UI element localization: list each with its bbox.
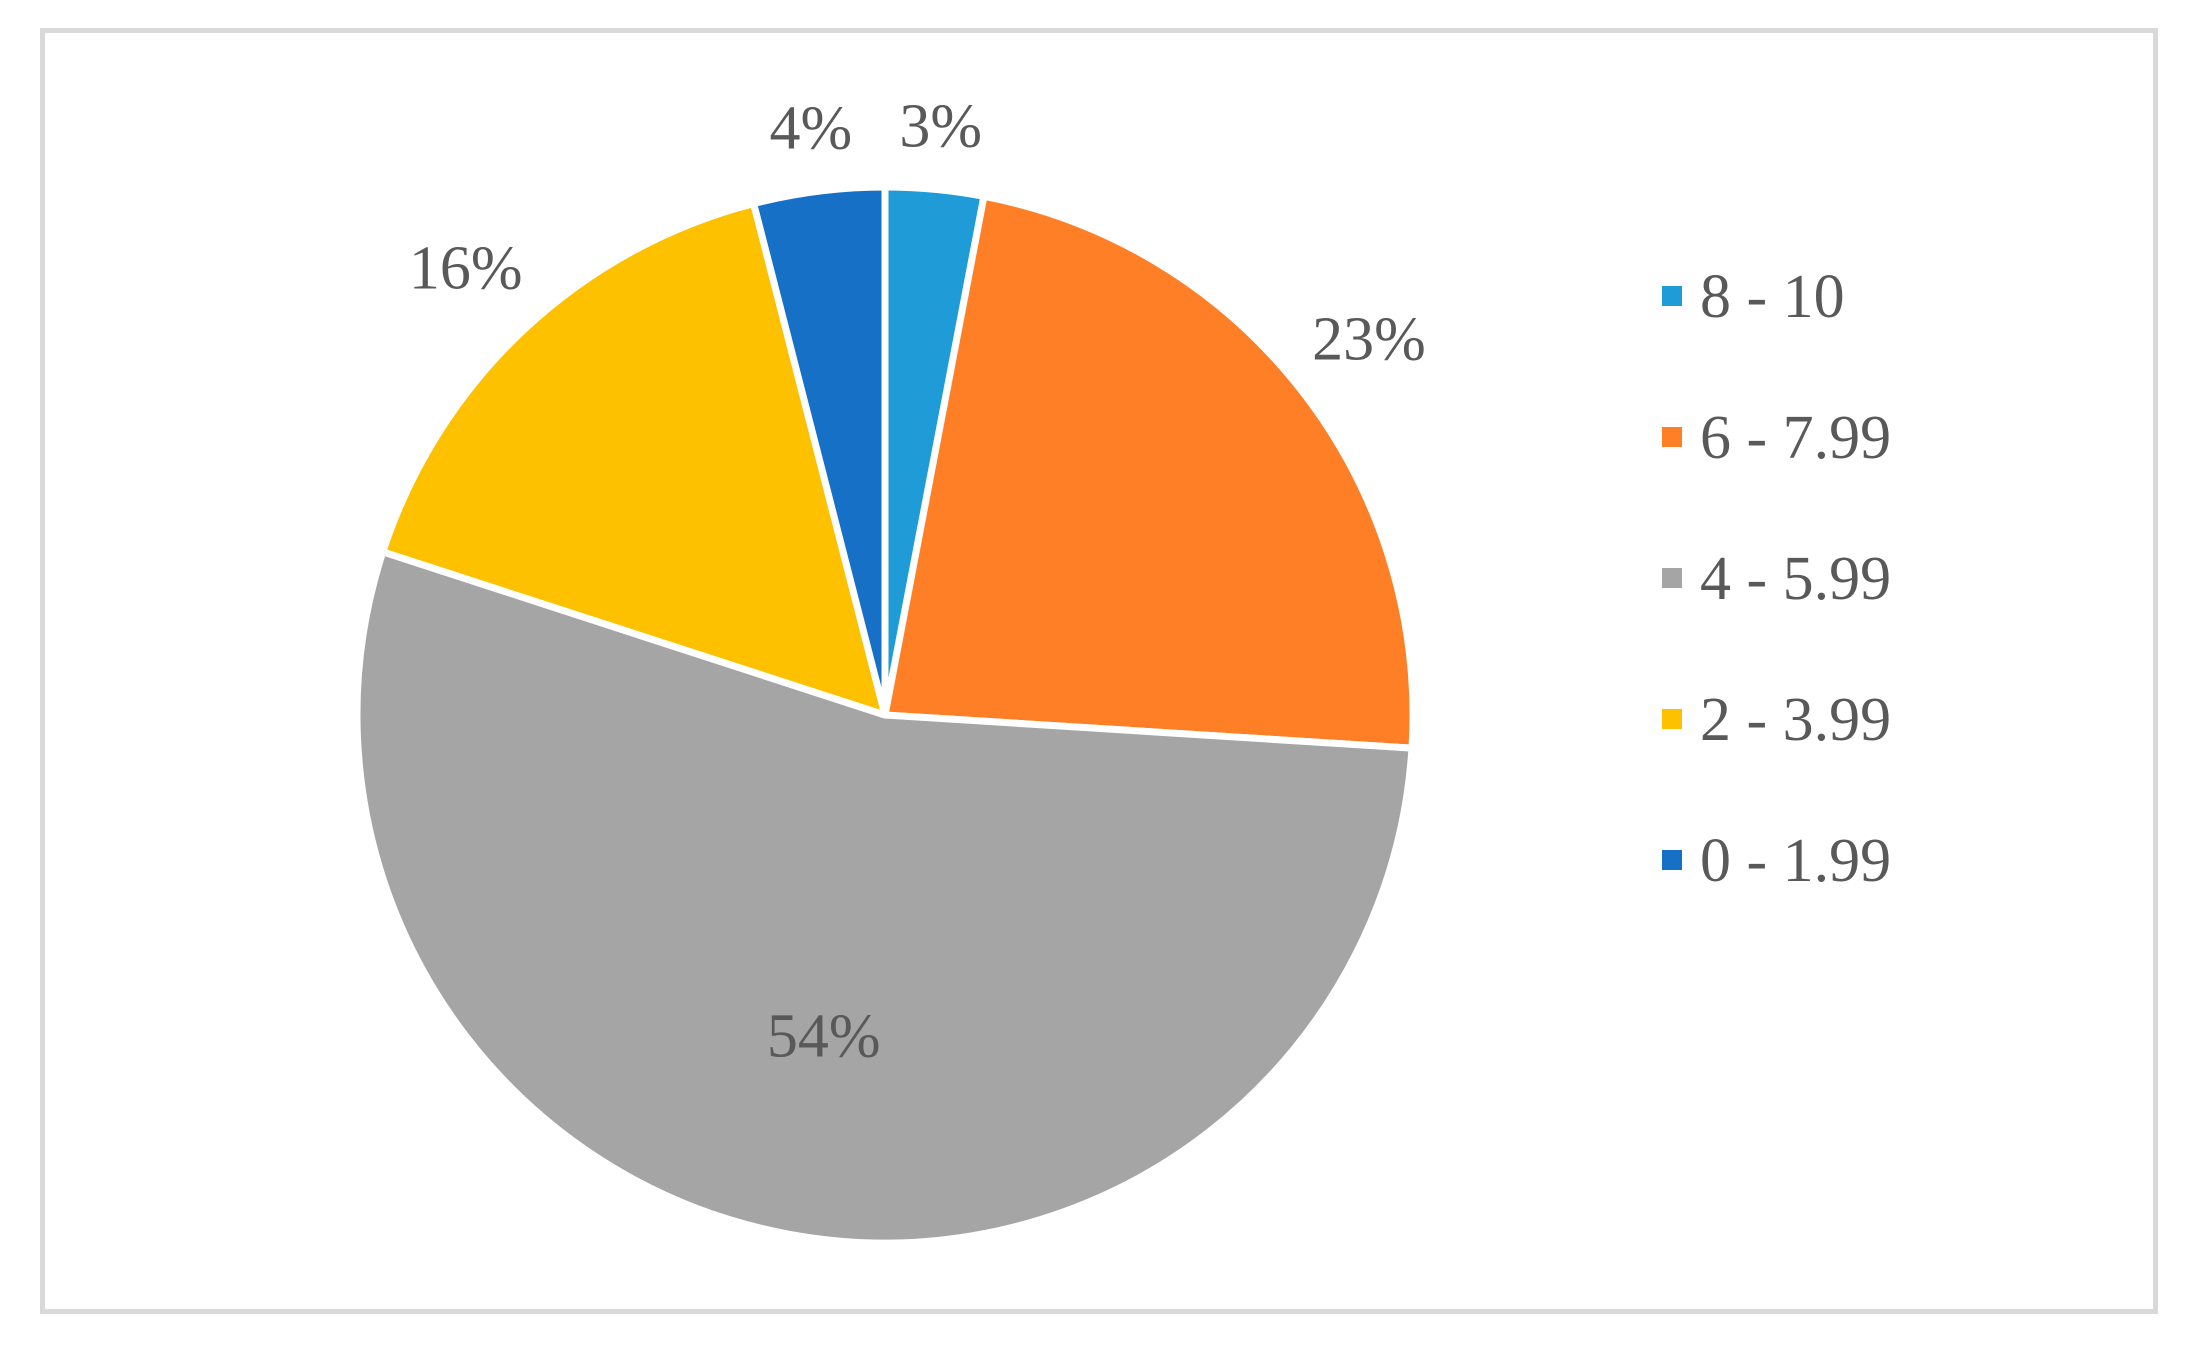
data-label: 23%: [1312, 306, 1426, 374]
legend-label: 0 - 1.99: [1700, 827, 1891, 895]
data-label: 4%: [770, 94, 853, 162]
data-label: 54%: [767, 1003, 881, 1071]
pie-slice-2-3-99: [379, 200, 889, 719]
legend-label: 4 - 5.99: [1700, 545, 1891, 613]
pie-slice-4-5-99: [353, 548, 1416, 1247]
legend-swatch: [1662, 850, 1682, 870]
data-labels: 3% 23% 54% 16% 4%: [409, 92, 1426, 1070]
pie-slice-6-7-99: [881, 192, 1417, 752]
legend-label: 6 - 7.99: [1700, 404, 1891, 472]
legend-label: 2 - 3.99: [1700, 686, 1891, 754]
legend-label: 8 - 10: [1700, 263, 1845, 331]
pie-slice-0-1-99: [750, 183, 889, 719]
legend-swatch: [1662, 427, 1682, 447]
legend-swatch: [1662, 709, 1682, 729]
legend-swatch: [1662, 286, 1682, 306]
legend: 8 - 10 6 - 7.99 4 - 5.99 2 - 3.99 0 - 1.99: [1662, 263, 1891, 895]
pie-slices: [353, 183, 1417, 1247]
data-label: 3%: [899, 92, 982, 160]
data-label: 16%: [409, 235, 523, 303]
legend-swatch: [1662, 568, 1682, 588]
